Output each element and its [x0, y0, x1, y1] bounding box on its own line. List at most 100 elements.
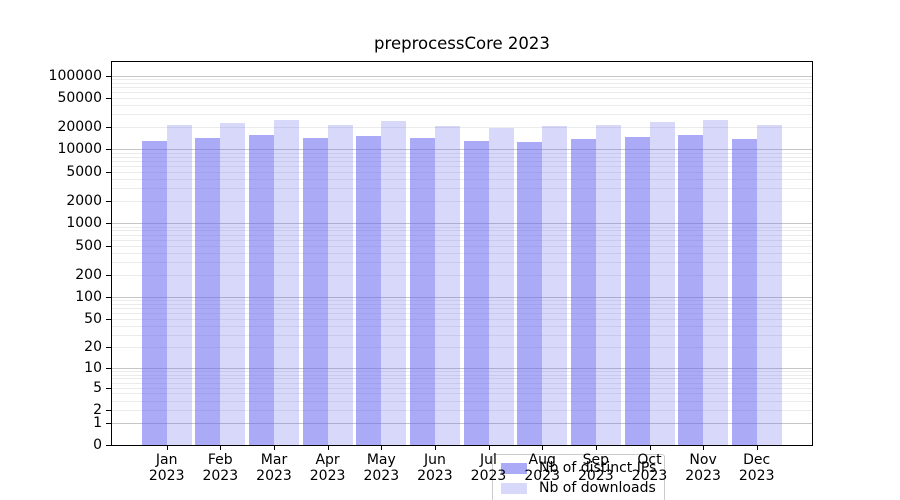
bar-downloads-sep — [595, 125, 621, 445]
bar-distinct-ips-feb — [195, 137, 221, 445]
x-tick-label-month: Dec — [743, 452, 771, 468]
x-tick-mark — [274, 446, 275, 450]
x-tick-label-month: May — [366, 452, 396, 468]
y-tick-label: 0 — [93, 437, 102, 453]
bar-downloads-aug — [542, 125, 568, 445]
gridline-minor — [112, 86, 812, 88]
x-tick-label-year: 2023 — [631, 468, 668, 484]
x-tick-label: Mar 2023 — [242, 452, 306, 484]
x-tick-label: Nov 2023 — [671, 452, 735, 484]
x-tick-label-year: 2023 — [363, 468, 400, 484]
x-tick-mark — [434, 446, 436, 450]
y-tick-mark — [106, 318, 111, 320]
chart-title: preprocessCore 2023 — [374, 34, 550, 53]
gridline-minor — [112, 188, 812, 189]
x-tick-label: Feb 2023 — [188, 452, 252, 484]
y-tick-mark — [106, 97, 111, 99]
y-tick-mark — [106, 409, 111, 411]
x-tick-label: Sep 2023 — [564, 452, 628, 484]
gridline-minor — [112, 78, 812, 80]
x-tick-label: May 2023 — [349, 452, 413, 484]
bar-downloads-jul — [488, 127, 514, 445]
gridline-minor — [112, 400, 812, 402]
gridline-major — [112, 149, 812, 151]
bar-downloads-nov — [703, 120, 729, 445]
y-tick-mark — [106, 274, 111, 276]
legend: Nb of distinct IPs Nb of downloads — [492, 454, 666, 500]
x-tick-mark — [327, 446, 329, 450]
bar-distinct-ips-mar — [249, 134, 274, 445]
y-tick-label: 50 — [84, 310, 102, 327]
y-tick-label: 2 — [93, 401, 102, 418]
bar-distinct-ips-apr — [302, 137, 328, 445]
x-tick-label: Jan 2023 — [135, 452, 199, 484]
y-tick-label: 1000 — [66, 215, 102, 232]
x-tick-label-year: 2023 — [148, 468, 185, 484]
bar-downloads-feb — [220, 123, 246, 445]
gridline-major — [112, 223, 812, 225]
gridline-minor — [112, 313, 812, 315]
gridline-minor — [112, 325, 812, 327]
x-tick-label-year: 2023 — [417, 468, 453, 484]
x-tick-label-year: 2023 — [309, 468, 346, 484]
x-tick-label-month: Aug — [528, 452, 556, 468]
bar-distinct-ips-oct — [624, 136, 650, 445]
x-tick-label: Jul 2023 — [457, 452, 521, 484]
y-tick-mark — [106, 387, 111, 389]
y-tick-mark — [106, 368, 111, 369]
bar-downloads-jun — [434, 125, 460, 445]
gridline-minor — [112, 252, 812, 254]
bar-distinct-ips-dec — [731, 139, 757, 445]
x-tick-label-month: Sep — [582, 452, 609, 468]
gridline-major — [112, 422, 812, 424]
gridline-minor — [112, 239, 812, 241]
x-tick-mark — [649, 446, 651, 450]
x-tick-label: Aug 2023 — [510, 452, 574, 484]
y-tick-mark — [106, 445, 111, 446]
x-tick-mark — [756, 446, 758, 450]
y-tick-label: 100000 — [48, 67, 102, 84]
gridline-minor — [112, 104, 812, 106]
x-tick-mark — [542, 446, 544, 450]
bar-downloads-oct — [649, 121, 675, 445]
gridline-minor — [112, 97, 812, 99]
y-tick-label: 1 — [93, 414, 102, 431]
x-tick-label-year: 2023 — [738, 468, 775, 484]
gridline-major — [112, 75, 812, 77]
legend-swatch-downloads — [501, 482, 527, 494]
bar-distinct-ips-may — [356, 135, 382, 445]
gridline-minor — [112, 171, 812, 173]
gridline-minor — [112, 152, 812, 154]
bar-distinct-ips-jun — [409, 137, 435, 445]
x-tick-label: Oct 2023 — [618, 452, 682, 484]
gridline-minor — [112, 156, 812, 158]
y-tick-mark — [106, 127, 111, 129]
gridline-minor — [112, 304, 812, 305]
x-tick-mark — [595, 446, 597, 450]
x-tick-label-year: 2023 — [202, 468, 239, 484]
bar-distinct-ips-sep — [570, 138, 596, 445]
x-tick-mark — [220, 446, 222, 450]
gridline-minor — [112, 201, 812, 202]
y-tick-label: 500 — [75, 237, 102, 254]
y-tick-label: 20 — [84, 339, 102, 356]
x-tick-mark — [166, 446, 168, 450]
bar-downloads-apr — [327, 124, 353, 445]
x-tick-label-month: Nov — [689, 452, 717, 468]
x-tick-label: Apr 2023 — [296, 452, 360, 484]
bar-downloads-may — [381, 120, 407, 445]
gridline-minor — [112, 318, 812, 320]
gridline-minor — [112, 387, 812, 389]
y-tick-label: 10 — [84, 360, 102, 376]
bar-downloads-dec — [756, 125, 782, 445]
x-tick-label-year: 2023 — [577, 468, 614, 484]
y-tick-mark — [106, 171, 111, 173]
gridline-minor — [112, 347, 812, 349]
x-tick-label-year: 2023 — [685, 468, 721, 484]
gridline-minor — [112, 300, 812, 302]
legend-swatch-distinct-ips — [501, 462, 527, 474]
gridline-minor — [112, 245, 812, 247]
gridline-minor — [112, 308, 812, 310]
y-tick-mark — [106, 296, 111, 298]
